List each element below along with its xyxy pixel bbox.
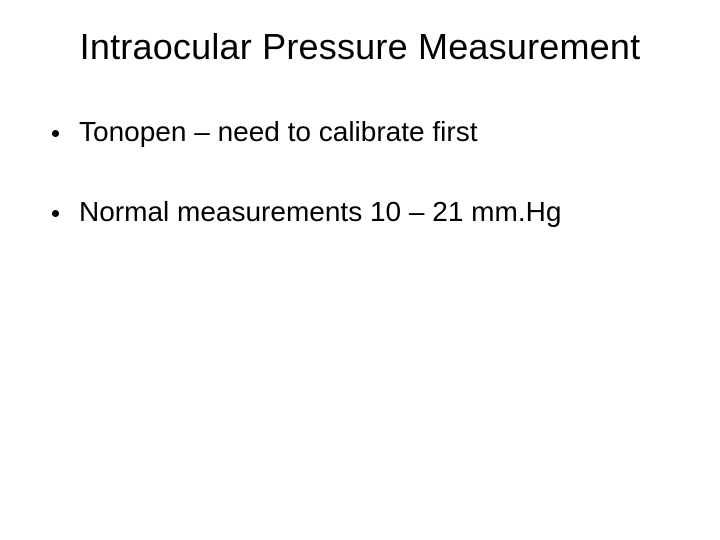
bullet-dot-icon bbox=[52, 210, 59, 217]
bullet-dot-icon bbox=[52, 130, 59, 137]
bullet-list: Tonopen – need to calibrate first Normal… bbox=[36, 116, 684, 228]
slide-title: Intraocular Pressure Measurement bbox=[36, 26, 684, 68]
slide-container: Intraocular Pressure Measurement Tonopen… bbox=[0, 0, 720, 540]
bullet-text: Normal measurements 10 – 21 mm.Hg bbox=[79, 196, 684, 228]
bullet-item: Normal measurements 10 – 21 mm.Hg bbox=[52, 196, 684, 228]
bullet-text: Tonopen – need to calibrate first bbox=[79, 116, 684, 148]
bullet-item: Tonopen – need to calibrate first bbox=[52, 116, 684, 148]
